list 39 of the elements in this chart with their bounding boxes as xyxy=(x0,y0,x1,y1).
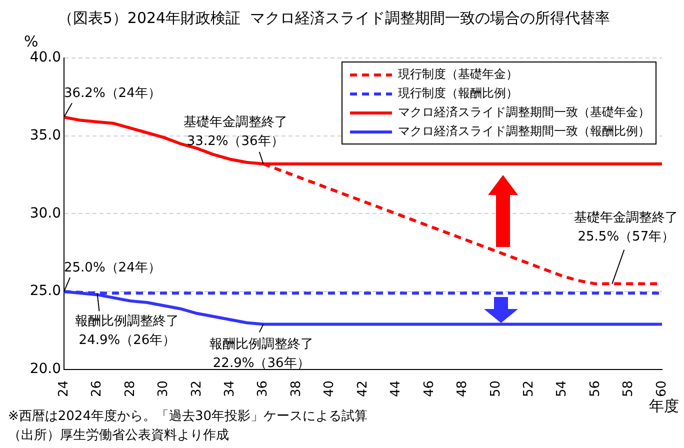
text: ※西暦は2024年度から。「過去30年投影」ケースによる試算 xyxy=(8,408,368,424)
y-tick-label: 35.0 xyxy=(30,128,61,144)
x-tick-label: 46 xyxy=(422,380,437,398)
x-tick-label: 28 xyxy=(122,380,138,398)
x-tick-label: 54 xyxy=(554,380,570,398)
y-tick-label: 25.0 xyxy=(30,283,61,300)
legend-label: 現行制度（基礎年金） xyxy=(398,67,518,82)
x-tick-label: 40 xyxy=(322,380,338,398)
text: （出所）厚生労働省公表資料より作成 xyxy=(8,428,229,443)
x-axis-title: 年度 xyxy=(649,396,679,415)
x-tick-label: 38 xyxy=(288,380,304,398)
x-tick-label: 42 xyxy=(355,380,370,398)
x-tick-label: 36 xyxy=(256,380,271,398)
y-axis-title: % xyxy=(24,32,38,50)
x-tick-label: 32 xyxy=(189,380,204,398)
y-tick-label: 40.0 xyxy=(30,50,61,66)
x-tick-label: 56 xyxy=(588,380,603,398)
x-tick-label: 34 xyxy=(222,380,238,398)
y-tick-label: 30.0 xyxy=(30,205,61,222)
legend-label: 現行制度（報酬比例） xyxy=(398,86,518,100)
x-tick-label: 52 xyxy=(521,380,536,398)
annotation: 25.0%（24年） xyxy=(64,260,161,276)
legend-label: マクロ経済スライド調整期間一致（報酬比例） xyxy=(398,124,650,138)
x-tick-label: 50 xyxy=(488,380,504,398)
x-tick-label: 58 xyxy=(621,380,636,398)
annotation: 報酬比例調整終了 24.9%（26年） xyxy=(75,314,180,348)
x-tick-label: 60 xyxy=(654,380,670,398)
chart-title: （図表5）2024年財政検証 マクロ経済スライド調整期間一致の場合の所得代替率 xyxy=(58,8,610,27)
annotation: 基礎年金調整終了 33.2%（36年） xyxy=(183,114,288,149)
x-tick-label: 44 xyxy=(388,380,404,398)
annotation: 基礎年金調整終了 25.5%（57年） xyxy=(574,210,678,245)
annotation: 報酬比例調整終了 22.9%（36年） xyxy=(209,337,314,372)
x-tick-label: 48 xyxy=(455,380,470,398)
x-tick-label: 30 xyxy=(156,380,172,398)
x-tick-label: 26 xyxy=(90,380,105,398)
annotation: 36.2%（24年） xyxy=(64,86,161,102)
x-tick-label: 24 xyxy=(56,380,72,398)
y-tick-label: 20.0 xyxy=(30,361,61,378)
legend-label: マクロ経済スライド調整期間一致（基礎年金） xyxy=(398,105,650,120)
